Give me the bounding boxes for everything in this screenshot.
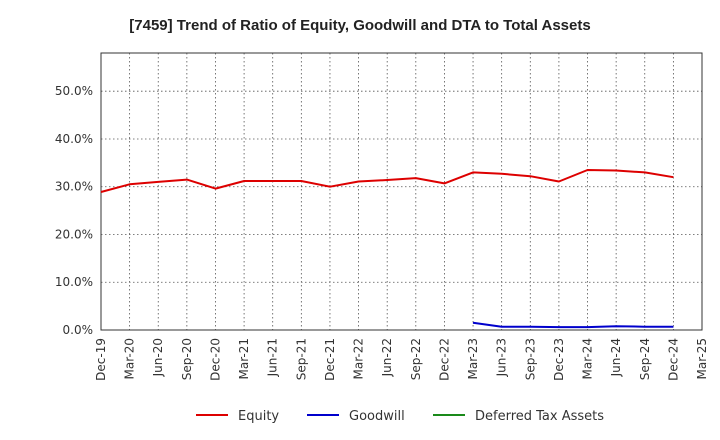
plot-area: [100, 52, 703, 331]
series-line-equity: [100, 169, 674, 193]
y-axis: 0.0% 10.0% 20.0% 30.0% 40.0% 50.0%: [55, 84, 93, 337]
x-tick-label: Mar-20: [123, 338, 137, 379]
legend-label-goodwill: Goodwill: [349, 409, 405, 424]
series-group: [100, 169, 674, 329]
x-tick-label: Sep-23: [523, 338, 537, 380]
x-tick-label: Jun-20: [151, 338, 165, 377]
x-tick-label: Dec-21: [323, 338, 337, 381]
x-tick-label: Jun-23: [495, 338, 509, 377]
y-tick-label: 50.0%: [55, 84, 93, 98]
x-tick-label: Sep-21: [294, 338, 308, 380]
legend-label-equity: Equity: [238, 409, 279, 424]
x-tick-label: Mar-23: [466, 338, 480, 379]
x-tick-label: Jun-24: [609, 338, 623, 377]
x-tick-label: Jun-22: [380, 338, 394, 377]
legend: Equity Goodwill Deferred Tax Assets: [196, 409, 604, 424]
x-tick-label: Mar-22: [352, 338, 366, 379]
x-tick-label: Jun-21: [266, 338, 280, 377]
y-tick-label: 40.0%: [55, 132, 93, 146]
y-tick-label: 20.0%: [55, 227, 93, 241]
x-tick-label: Mar-24: [581, 338, 595, 379]
x-axis: Dec-19 Mar-20 Jun-20 Sep-20 Dec-20 Mar-21 Jun-…: [94, 338, 709, 381]
x-tick-label: Sep-22: [409, 338, 423, 380]
x-tick-label: Dec-23: [552, 338, 566, 381]
x-tick-label: Mar-25: [695, 338, 709, 379]
x-tick-label: Dec-20: [208, 338, 222, 381]
x-tick-label: Mar-21: [237, 338, 251, 379]
x-tick-label: Dec-24: [666, 338, 680, 381]
y-tick-label: 10.0%: [55, 275, 93, 289]
chart-title: [7459] Trend of Ratio of Equity, Goodwil…: [129, 17, 590, 34]
x-tick-label: Sep-20: [180, 338, 194, 380]
x-tick-label: Dec-19: [94, 338, 108, 381]
series-line-goodwill: [472, 321, 674, 329]
x-tick-label: Sep-24: [638, 338, 652, 380]
grid: [100, 53, 703, 331]
y-tick-label: 30.0%: [55, 180, 93, 194]
x-tick-label: Dec-22: [437, 338, 451, 381]
y-tick-label: 0.0%: [63, 323, 94, 337]
legend-label-deferred-tax-assets: Deferred Tax Assets: [475, 409, 604, 424]
